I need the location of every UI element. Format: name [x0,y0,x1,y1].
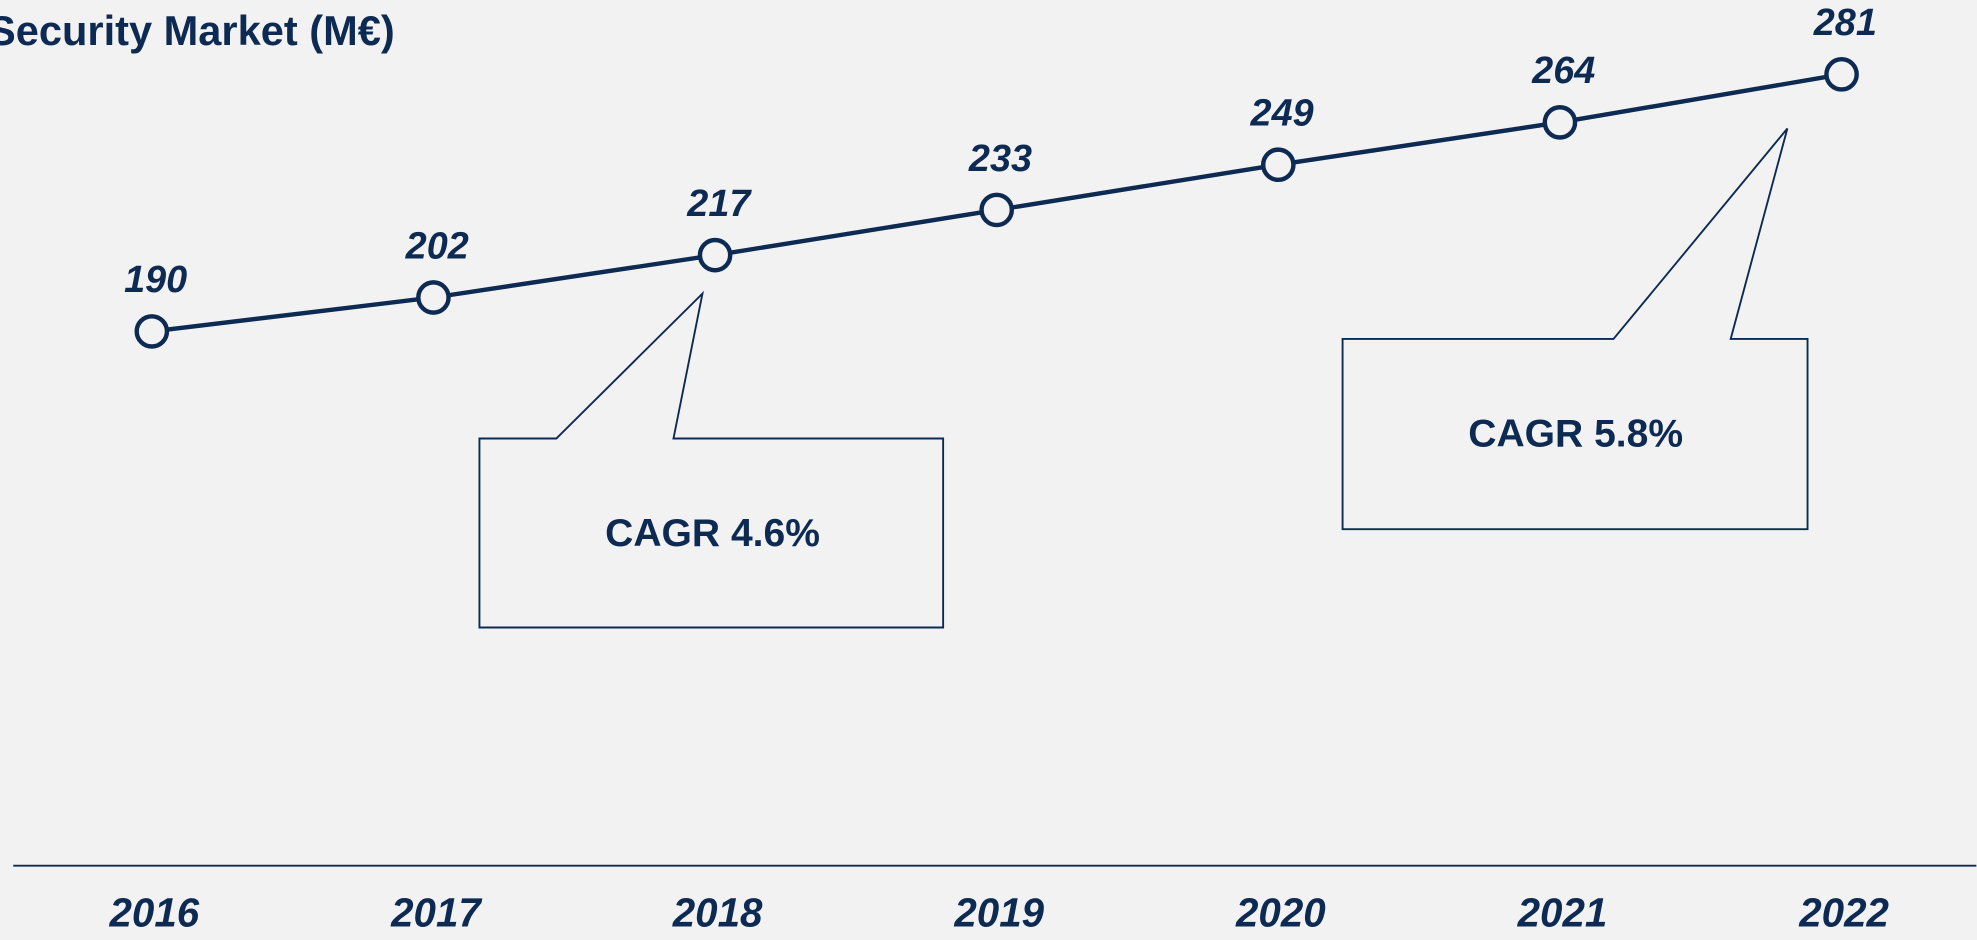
x-tick-label: 2022 [1798,890,1889,936]
chart-title: Security Market (M€) [0,7,395,54]
marker [697,237,733,273]
callout-box [1341,127,1809,531]
marker [979,192,1015,228]
data-label: 217 [686,183,752,225]
x-tick-label: 2018 [672,890,763,936]
data-label: 281 [1813,2,1877,44]
x-tick-label: 2016 [109,890,200,936]
x-tick-label: 2017 [390,890,482,936]
callout-text: CAGR 5.8% [1468,412,1683,455]
x-tick-label: 2021 [1517,890,1608,936]
marker [1824,57,1859,92]
data-label: 233 [968,138,1032,180]
marker [134,314,170,349]
data-label: 202 [405,225,469,267]
callout-box [478,290,945,629]
data-label: 249 [1250,93,1314,135]
callout-text: CAGR 4.6% [605,512,820,555]
x-tick-label: 2020 [1235,890,1326,936]
data-label: 264 [1531,50,1595,92]
marker [1542,105,1578,140]
x-tick-label: 2019 [953,890,1044,936]
marker [416,280,451,315]
marker [1260,147,1296,183]
data-label: 190 [124,259,187,301]
